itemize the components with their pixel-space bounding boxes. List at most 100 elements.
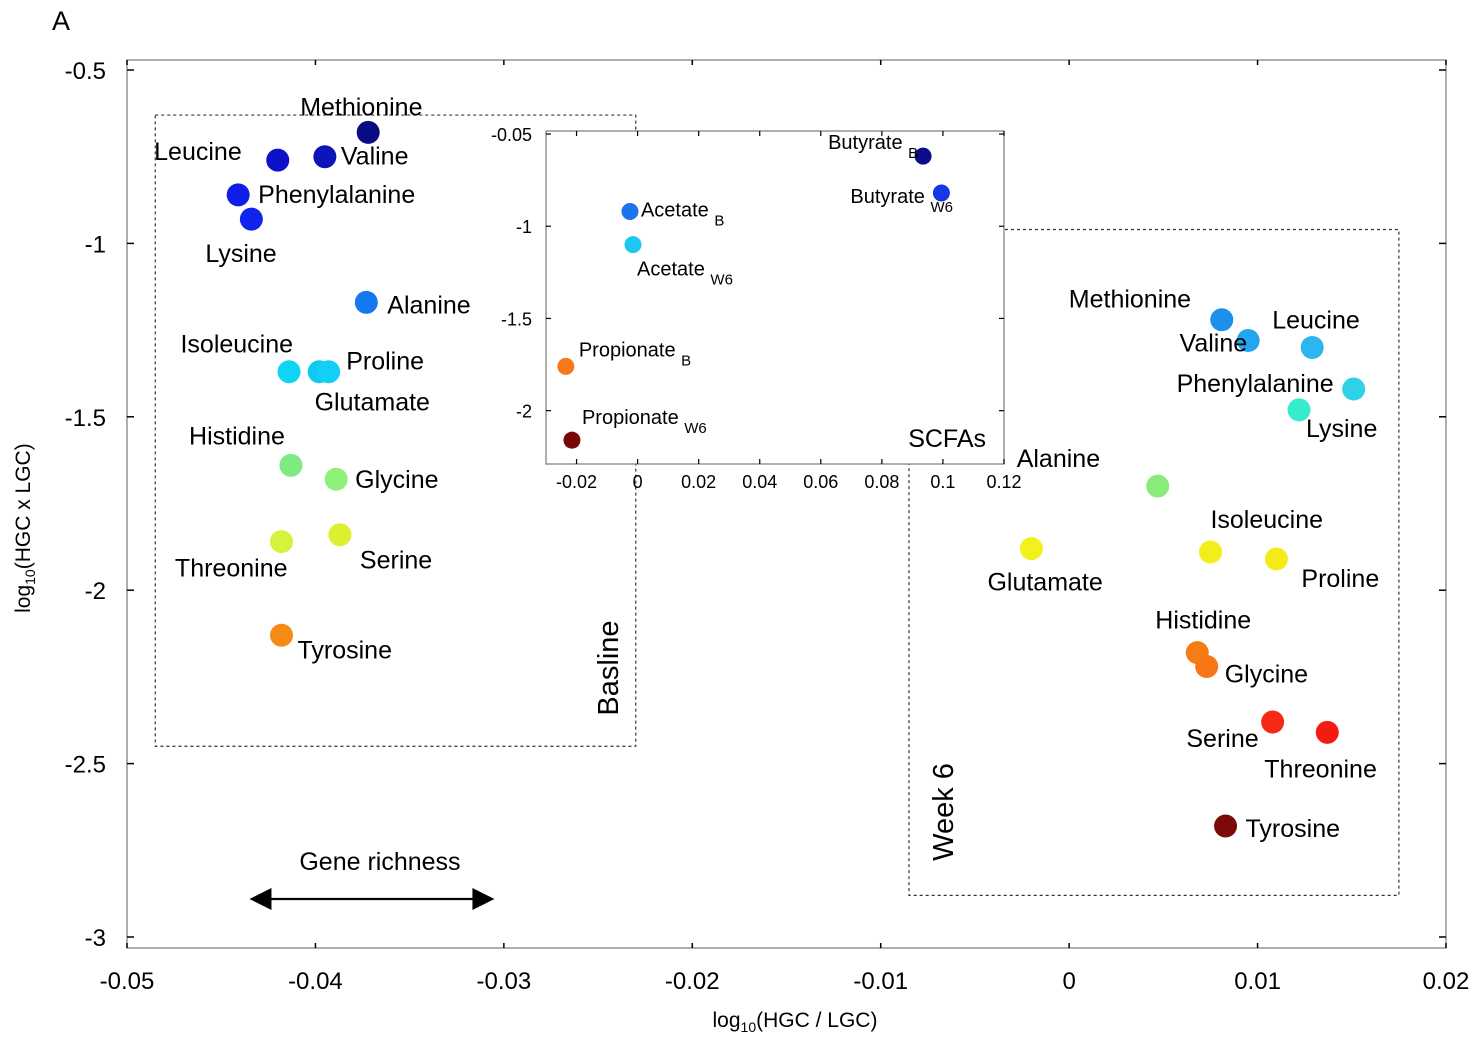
point-label: Methionine: [1069, 286, 1191, 314]
data-point: [266, 148, 290, 172]
panel-letter: A: [52, 6, 71, 36]
x-axis-label: log10(HGC / LGC): [712, 1009, 878, 1036]
data-point: [317, 360, 341, 384]
data-point: [1264, 547, 1288, 571]
point-label: Histidine: [1155, 607, 1251, 635]
group-box-label: Week 6: [928, 763, 960, 861]
inset-point-label: Propionate W6: [582, 407, 707, 437]
inset-point-label: Acetate W6: [637, 259, 733, 289]
group-box-label: Basline: [593, 620, 625, 715]
x-tick-label: 0.01: [1234, 968, 1281, 995]
data-point: [1261, 710, 1285, 734]
point-label: Isoleucine: [1210, 506, 1323, 534]
data-point: [1195, 654, 1219, 678]
inset-x-tick-label: 0: [633, 472, 643, 492]
inset-point-label: Acetate B: [641, 199, 724, 229]
y-tick-label: -0.5: [65, 58, 106, 85]
data-point: [1019, 537, 1043, 561]
data-point: [1236, 329, 1260, 353]
y-tick-label: -2.5: [65, 752, 106, 779]
point-label: Leucine: [154, 138, 242, 166]
point-label: Isoleucine: [180, 331, 293, 359]
point-label: Tyrosine: [298, 636, 392, 664]
data-point: [1287, 398, 1311, 422]
inset-point-label: Butyrate B: [828, 132, 918, 162]
point-label: Alanine: [387, 291, 470, 319]
inset-point-label: Propionate B: [579, 339, 691, 369]
x-tick-label: 0.02: [1423, 968, 1470, 995]
point-label: Proline: [1301, 565, 1379, 593]
x-tick-label: -0.03: [477, 968, 532, 995]
data-point: [277, 360, 301, 384]
point-label: Valine: [1180, 330, 1248, 358]
inset-x-tick-label: 0.08: [864, 472, 899, 492]
data-point: [1315, 720, 1339, 744]
data-point: [1342, 377, 1366, 401]
inset-data-point: [621, 202, 639, 220]
point-label: Lysine: [205, 240, 276, 268]
inset-title: SCFAs: [908, 425, 986, 453]
data-point: [226, 183, 250, 207]
point-label: Glutamate: [987, 569, 1102, 597]
inset-data-point: [563, 431, 581, 449]
inset-x-tick-label: 0.1: [930, 472, 955, 492]
y-tick-label: -3: [85, 925, 106, 952]
point-label: Glycine: [1225, 660, 1308, 688]
point-label: Lysine: [1306, 415, 1377, 443]
data-point: [324, 467, 348, 491]
gene-richness-arrowhead-right: [472, 888, 495, 910]
data-point: [239, 207, 263, 231]
data-point: [313, 145, 337, 169]
inset-x-tick-label: 0.12: [986, 472, 1021, 492]
data-point: [356, 120, 380, 144]
inset-x-tick-label: 0.02: [681, 472, 716, 492]
inset-y-tick-label: -1: [516, 217, 532, 237]
inset-y-tick-label: -1.5: [501, 309, 532, 329]
inset-point-label: Butyrate W6: [850, 186, 953, 216]
x-tick-label: -0.04: [288, 968, 343, 995]
y-tick-label: -2: [85, 578, 106, 605]
group-box: [908, 228, 1400, 896]
point-label: Histidine: [189, 422, 285, 450]
inset-data-point: [914, 147, 932, 165]
data-point: [279, 453, 303, 477]
gene-richness-label: Gene richness: [299, 848, 460, 876]
point-label: Threonine: [1264, 755, 1377, 783]
gene-richness-arrowhead-left: [249, 888, 272, 910]
inset-x-tick-label: 0.06: [803, 472, 838, 492]
y-tick-label: -1: [85, 231, 106, 258]
point-label: Glutamate: [315, 389, 430, 417]
inset-data-point: [557, 357, 575, 375]
x-tick-label: 0: [1062, 968, 1075, 995]
point-label: Phenylalanine: [1177, 370, 1334, 398]
data-point: [1210, 308, 1234, 332]
inset-data-point: [932, 184, 950, 202]
inset-x-tick-label: -0.02: [556, 472, 597, 492]
point-label: Glycine: [355, 466, 438, 494]
data-point: [1300, 335, 1324, 359]
data-point: [270, 530, 294, 554]
inset-x-tick-label: 0.04: [742, 472, 777, 492]
x-tick-label: -0.01: [853, 968, 908, 995]
inset-y-tick-label: -0.05: [491, 125, 532, 145]
y-tick-label: -1.5: [65, 405, 106, 432]
data-point: [1198, 540, 1222, 564]
group-box: [154, 114, 637, 747]
main-plot-frame: [126, 59, 1447, 949]
data-point: [1214, 814, 1238, 838]
x-tick-label: -0.02: [665, 968, 720, 995]
data-point: [354, 290, 378, 314]
point-label: Phenylalanine: [258, 181, 415, 209]
point-label: Proline: [346, 348, 424, 376]
inset-y-tick-label: -2: [516, 402, 532, 422]
point-label: Threonine: [175, 555, 288, 583]
data-point: [1146, 474, 1170, 498]
point-label: Serine: [360, 547, 432, 575]
inset-plot-frame: [545, 130, 1005, 465]
inset-data-point: [624, 236, 642, 254]
data-point: [328, 523, 352, 547]
point-label: Leucine: [1272, 306, 1360, 334]
point-label: Alanine: [1017, 445, 1100, 473]
point-label: Methionine: [300, 93, 422, 121]
